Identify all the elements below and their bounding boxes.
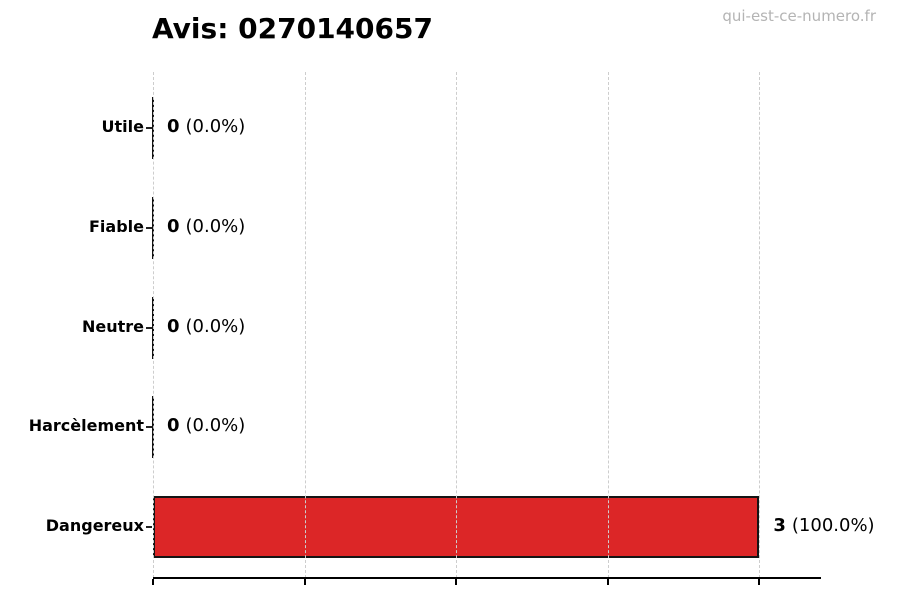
value-count: 0	[167, 415, 180, 437]
gridline	[607, 72, 609, 578]
value-percent: (0.0%)	[185, 116, 246, 137]
value-label-utile: 0 (0.0%)	[167, 116, 245, 137]
value-count: 0	[167, 215, 180, 237]
x-axis-tick	[303, 579, 306, 585]
x-axis-tick	[455, 579, 458, 585]
category-label-fiable: Fiable	[89, 216, 144, 236]
x-axis-tick	[606, 579, 609, 585]
value-count: 0	[167, 315, 180, 337]
value-percent: (0.0%)	[185, 215, 246, 237]
value-percent: (0.0%)	[185, 415, 246, 437]
category-label-neutre: Neutre	[81, 316, 144, 336]
category-label-harcèlement: Harcèlement	[28, 416, 144, 436]
value-label-harcèlement: 0 (0.0%)	[167, 415, 245, 436]
value-percent: (0.0%)	[185, 315, 246, 337]
value-label-neutre: 0 (0.0%)	[167, 316, 245, 337]
y-axis-tick	[146, 426, 152, 429]
value-label-dangereux: 3 (100.0%)	[773, 515, 874, 536]
x-axis-tick	[152, 579, 154, 585]
category-label-dangereux: Dangereux	[45, 516, 144, 535]
x-axis-tick	[758, 579, 761, 585]
value-count: 3	[773, 515, 786, 536]
value-count: 0	[167, 116, 180, 137]
value-percent: (100.0%)	[791, 515, 875, 536]
gridline	[304, 72, 306, 578]
y-axis-tick	[146, 226, 152, 229]
plot-area	[152, 72, 820, 578]
gridline	[456, 72, 458, 578]
chart-title: Avis: 0270140657	[152, 12, 433, 45]
gridline	[153, 72, 154, 578]
x-axis-line	[153, 577, 821, 579]
y-axis-tick	[146, 326, 152, 329]
gridline	[759, 72, 761, 578]
value-label-fiable: 0 (0.0%)	[167, 216, 245, 237]
y-axis-tick	[146, 127, 152, 129]
y-axis-tick	[146, 526, 152, 528]
watermark: qui-est-ce-numero.fr	[722, 7, 876, 25]
category-label-utile: Utile	[101, 117, 144, 136]
